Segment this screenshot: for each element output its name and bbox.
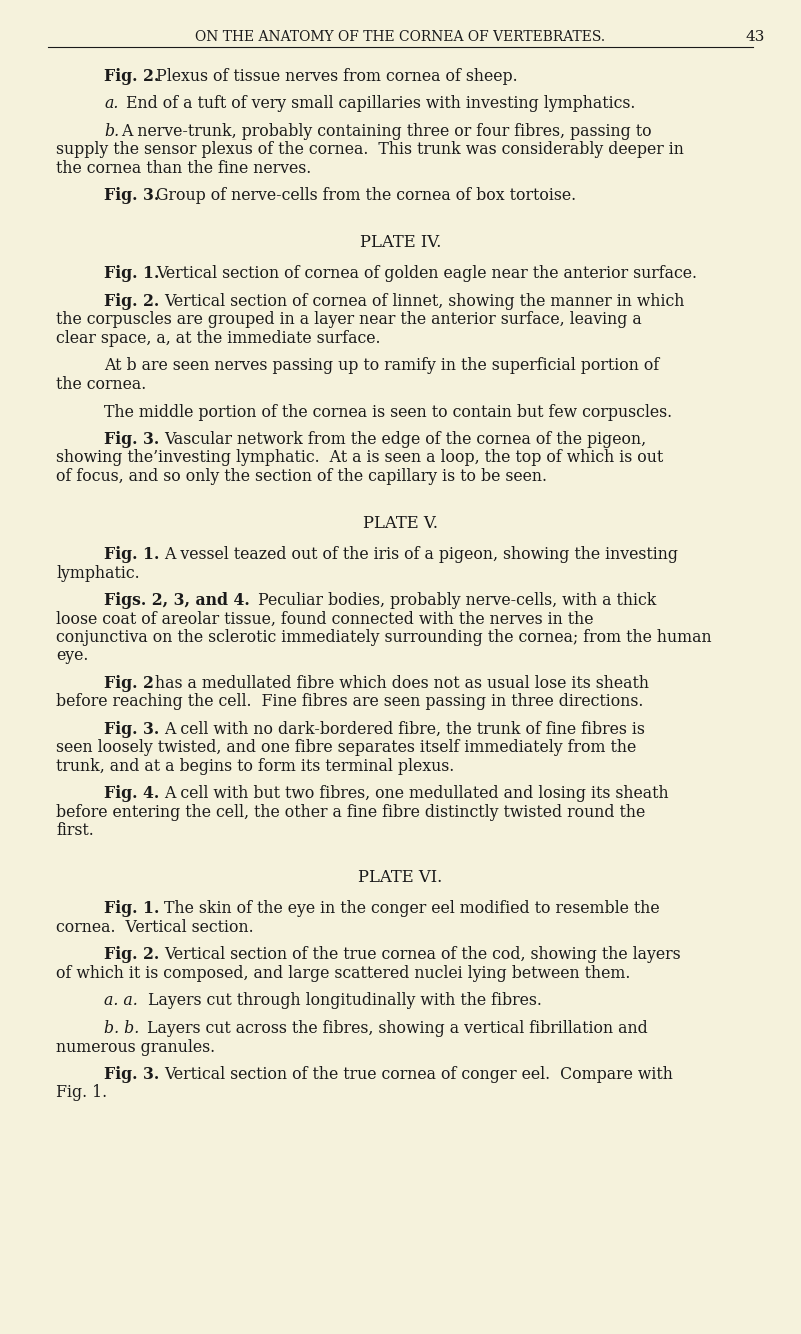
Text: clear space, a, at the immediate surface.: clear space, a, at the immediate surface… — [56, 329, 380, 347]
Text: Plexus of tissue nerves from cornea of sheep.: Plexus of tissue nerves from cornea of s… — [156, 68, 517, 85]
Text: of focus, and so only the section of the capillary is to be seen.: of focus, and so only the section of the… — [56, 468, 547, 486]
Text: Fig. 4.: Fig. 4. — [104, 786, 159, 803]
Text: PLATE V.: PLATE V. — [363, 515, 438, 531]
Text: PLATE VI.: PLATE VI. — [358, 868, 443, 886]
Text: Fig. 1.: Fig. 1. — [56, 1085, 107, 1102]
Text: Layers cut through longitudinally with the fibres.: Layers cut through longitudinally with t… — [148, 992, 542, 1010]
Text: At b are seen nerves passing up to ramify in the superficial portion of: At b are seen nerves passing up to ramif… — [104, 358, 659, 375]
Text: before reaching the cell.  Fine fibres are seen passing in three directions.: before reaching the cell. Fine fibres ar… — [56, 694, 643, 711]
Text: conjunctiva on the sclerotic immediately surrounding the cornea; from the human: conjunctiva on the sclerotic immediately… — [56, 630, 712, 646]
Text: Fig. 2.: Fig. 2. — [104, 68, 159, 85]
Text: The skin of the eye in the conger eel modified to resemble the: The skin of the eye in the conger eel mo… — [164, 900, 659, 918]
Text: A cell with but two fibres, one medullated and losing its sheath: A cell with but two fibres, one medullat… — [164, 786, 669, 803]
Text: loose coat of areolar tissue, found connected with the nerves in the: loose coat of areolar tissue, found conn… — [56, 611, 594, 627]
Text: Fig. 2.: Fig. 2. — [104, 947, 159, 963]
Text: Fig. 3.: Fig. 3. — [104, 1066, 159, 1083]
Text: Fig. 1.: Fig. 1. — [104, 900, 159, 918]
Text: Fig. 3.: Fig. 3. — [104, 431, 159, 448]
Text: cornea.  Vertical section.: cornea. Vertical section. — [56, 919, 254, 936]
Text: Fig. 1.: Fig. 1. — [104, 546, 159, 563]
Text: supply the sensor plexus of the cornea.  This trunk was considerably deeper in: supply the sensor plexus of the cornea. … — [56, 141, 684, 159]
Text: Vascular network from the edge of the cornea of the pigeon,: Vascular network from the edge of the co… — [164, 431, 646, 448]
Text: A nerve-trunk, probably containing three or four fibres, passing to: A nerve-trunk, probably containing three… — [121, 123, 652, 140]
Text: eye.: eye. — [56, 647, 88, 664]
Text: Vertical section of the true cornea of the cod, showing the layers: Vertical section of the true cornea of t… — [164, 947, 680, 963]
Text: Fig. 1.: Fig. 1. — [104, 265, 159, 283]
Text: trunk, and at a begins to form its terminal plexus.: trunk, and at a begins to form its termi… — [56, 758, 454, 775]
Text: A vessel teazed out of the iris of a pigeon, showing the investing: A vessel teazed out of the iris of a pig… — [164, 546, 678, 563]
Text: 43: 43 — [746, 29, 765, 44]
Text: lymphatic.: lymphatic. — [56, 564, 139, 582]
Text: a.: a. — [104, 96, 119, 112]
Text: PLATE IV.: PLATE IV. — [360, 233, 441, 251]
Text: The middle portion of the cornea is seen to contain but few corpuscles.: The middle portion of the cornea is seen… — [104, 403, 672, 420]
Text: Fig. 2.: Fig. 2. — [104, 293, 159, 309]
Text: the corpuscles are grouped in a layer near the anterior surface, leaving a: the corpuscles are grouped in a layer ne… — [56, 312, 642, 328]
Text: Fig. 3.: Fig. 3. — [104, 720, 159, 738]
Text: A cell with no dark-bordered fibre, the trunk of fine fibres is: A cell with no dark-bordered fibre, the … — [164, 720, 645, 738]
Text: first.: first. — [56, 823, 94, 839]
Text: has a medullated fibre which does not as usual lose its sheath: has a medullated fibre which does not as… — [155, 675, 650, 692]
Text: seen loosely twisted, and one fibre separates itself immediately from the: seen loosely twisted, and one fibre sepa… — [56, 739, 636, 756]
Text: End of a tuft of very small capillaries with investing lymphatics.: End of a tuft of very small capillaries … — [127, 96, 636, 112]
Text: a. a.: a. a. — [104, 992, 138, 1010]
Text: Fig. 3.: Fig. 3. — [104, 188, 159, 204]
Text: b.: b. — [104, 123, 119, 140]
Text: ON THE ANATOMY OF THE CORNEA OF VERTEBRATES.: ON THE ANATOMY OF THE CORNEA OF VERTEBRA… — [195, 29, 606, 44]
Text: Vertical section of the true cornea of conger eel.  Compare with: Vertical section of the true cornea of c… — [164, 1066, 673, 1083]
Text: Group of nerve-cells from the cornea of box tortoise.: Group of nerve-cells from the cornea of … — [156, 188, 576, 204]
Text: of which it is composed, and large scattered nuclei lying between them.: of which it is composed, and large scatt… — [56, 964, 630, 982]
Text: Layers cut across the fibres, showing a vertical fibrillation and: Layers cut across the fibres, showing a … — [147, 1021, 647, 1037]
Text: before entering the cell, the other a fine fibre distinctly twisted round the: before entering the cell, the other a fi… — [56, 804, 646, 820]
Text: numerous granules.: numerous granules. — [56, 1038, 215, 1055]
Text: Vertical section of cornea of linnet, showing the manner in which: Vertical section of cornea of linnet, sh… — [164, 293, 684, 309]
Text: the cornea than the fine nerves.: the cornea than the fine nerves. — [56, 160, 312, 177]
Text: b. b.: b. b. — [104, 1021, 139, 1037]
Text: Peculiar bodies, probably nerve-cells, with a thick: Peculiar bodies, probably nerve-cells, w… — [258, 592, 656, 610]
Text: Fig. 2: Fig. 2 — [104, 675, 154, 692]
Text: Vertical section of cornea of golden eagle near the anterior surface.: Vertical section of cornea of golden eag… — [156, 265, 697, 283]
Text: showing the’investing lymphatic.  At a is seen a loop, the top of which is out: showing the’investing lymphatic. At a is… — [56, 450, 663, 467]
Text: the cornea.: the cornea. — [56, 376, 147, 394]
Text: Figs. 2, 3, and 4.: Figs. 2, 3, and 4. — [104, 592, 250, 610]
